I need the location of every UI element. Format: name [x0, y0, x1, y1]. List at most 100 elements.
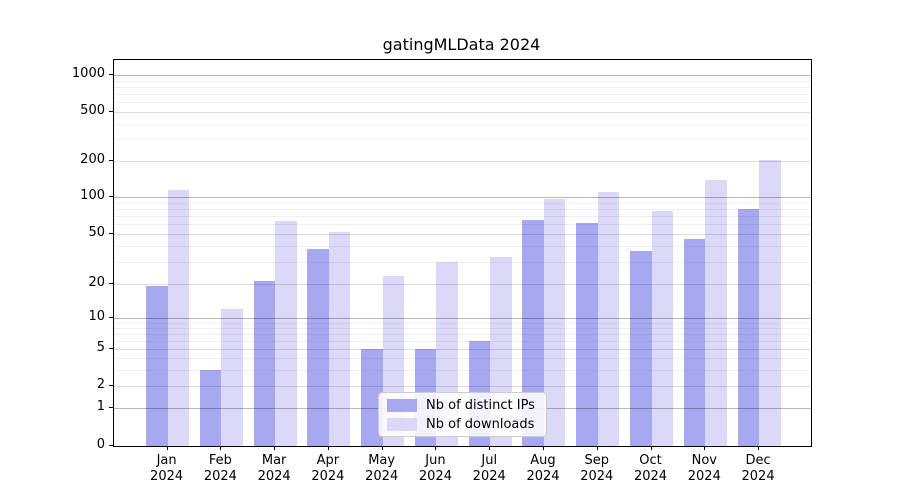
y-tick-label-50: 50	[88, 225, 105, 241]
legend: Nb of distinct IPs Nb of downloads	[378, 392, 547, 437]
y-tick-mark-100	[109, 196, 113, 197]
gridline-900	[114, 80, 811, 82]
gridline-5	[114, 349, 811, 351]
y-tick-mark-0	[109, 445, 113, 446]
gridline-6	[114, 340, 811, 342]
gridline-700	[114, 93, 811, 95]
bar-downloads-sep	[597, 192, 620, 446]
gridline-70	[114, 216, 811, 218]
bar-distinct-ips-jan	[146, 286, 168, 446]
bar-distinct-ips-oct	[630, 250, 652, 446]
x-tick-mark-jun	[435, 446, 437, 450]
gridline-30	[114, 261, 811, 263]
y-tick-mark-10	[109, 316, 113, 318]
grid-layer	[114, 60, 811, 446]
x-tick-mark-apr	[327, 446, 329, 450]
y-tick-label-500: 500	[80, 102, 105, 118]
bar-distinct-ips-feb	[199, 369, 222, 446]
y-tick-mark-50	[109, 233, 113, 235]
bar-downloads-nov	[705, 179, 727, 446]
gridline-40	[114, 246, 811, 248]
bar-downloads-oct	[651, 211, 674, 446]
x-tick-label-oct: Oct 2024	[633, 453, 668, 484]
x-tick-label-dec: Dec 2024	[741, 453, 775, 484]
x-tick-mark-may	[381, 446, 383, 450]
x-tick-mark-jul	[489, 446, 491, 450]
x-tick-label-nov: Nov 2024	[687, 453, 721, 484]
legend-item-downloads: Nb of downloads	[387, 417, 538, 432]
legend-swatch-downloads	[387, 417, 417, 431]
y-tick-mark-1000	[109, 74, 113, 75]
y-tick-label-100: 100	[80, 188, 105, 203]
y-tick-mark-20	[109, 282, 113, 284]
bar-downloads-aug	[543, 198, 566, 446]
y-tick-mark-1	[109, 407, 113, 408]
y-tick-mark-200	[109, 160, 113, 161]
y-tick-label-1: 1	[96, 399, 105, 414]
y-tick-mark-2	[109, 385, 113, 386]
y-tick-label-1000: 1000	[71, 66, 105, 81]
gridline-100	[114, 197, 811, 198]
y-tick-mark-5	[109, 348, 113, 350]
plot-area: Nb of distinct IPs Nb of downloads	[113, 59, 812, 447]
bar-downloads-jan	[167, 189, 190, 446]
gridline-400	[114, 123, 811, 125]
gridline-500	[114, 111, 811, 113]
gridline-300	[114, 139, 811, 141]
x-tick-label-feb: Feb 2024	[203, 453, 237, 484]
x-tick-mark-jan	[166, 446, 168, 450]
y-tick-label-5: 5	[96, 340, 105, 356]
bar-downloads-apr	[328, 232, 351, 446]
y-tick-mark-500	[109, 110, 113, 112]
x-tick-mark-aug	[542, 446, 544, 450]
x-tick-mark-feb	[220, 446, 222, 450]
x-tick-mark-dec	[758, 446, 760, 450]
x-tick-mark-oct	[650, 446, 652, 450]
legend-item-distinct-ips: Nb of distinct IPs	[387, 398, 538, 413]
legend-label-distinct-ips: Nb of distinct IPs	[426, 397, 535, 413]
bar-distinct-ips-mar	[253, 281, 276, 446]
gridline-8	[114, 327, 811, 329]
gridline-10	[114, 317, 811, 319]
bar-downloads-dec	[759, 159, 781, 446]
gridline-7	[114, 333, 811, 335]
bar-distinct-ips-dec	[737, 209, 760, 446]
x-tick-label-mar: Mar 2024	[257, 453, 291, 484]
legend-swatch-distinct-ips	[387, 398, 417, 412]
gridline-3	[114, 369, 811, 371]
x-tick-label-jul: Jul 2024	[472, 453, 506, 484]
gridline-60	[114, 224, 811, 226]
gridline-1000	[114, 75, 811, 76]
x-tick-label-jun: Jun 2024	[418, 453, 452, 484]
x-tick-label-aug: Aug 2024	[526, 453, 560, 484]
gridline-4	[114, 358, 811, 360]
y-tick-label-0: 0	[96, 437, 105, 452]
x-tick-mark-sep	[596, 446, 598, 450]
y-tick-label-200: 200	[80, 152, 105, 167]
bar-distinct-ips-aug	[522, 220, 544, 446]
x-tick-label-may: May 2024	[365, 453, 399, 484]
gridline-90	[114, 202, 811, 204]
gridline-80	[114, 209, 811, 210]
gridline-50	[114, 234, 811, 236]
y-tick-label-2: 2	[96, 377, 105, 392]
gridline-800	[114, 86, 811, 88]
x-tick-mark-nov	[704, 446, 706, 450]
gridline-600	[114, 102, 811, 104]
chart-title: gatingMLData 2024	[382, 35, 541, 54]
x-tick-mark-mar	[274, 446, 276, 450]
x-tick-label-jan: Jan 2024	[150, 453, 184, 484]
bar-downloads-mar	[275, 221, 297, 446]
bar-distinct-ips-may	[361, 349, 383, 446]
bar-distinct-ips-nov	[683, 238, 706, 446]
bar-downloads-feb	[221, 308, 243, 446]
y-tick-label-20: 20	[88, 274, 105, 290]
x-tick-label-apr: Apr 2024	[311, 453, 345, 484]
y-tick-label-10: 10	[88, 308, 105, 324]
bar-distinct-ips-apr	[307, 249, 329, 446]
gridline-9	[114, 322, 811, 324]
legend-label-downloads: Nb of downloads	[426, 416, 535, 432]
gridline-200	[114, 161, 811, 162]
x-tick-label-sep: Sep 2024	[580, 453, 614, 484]
